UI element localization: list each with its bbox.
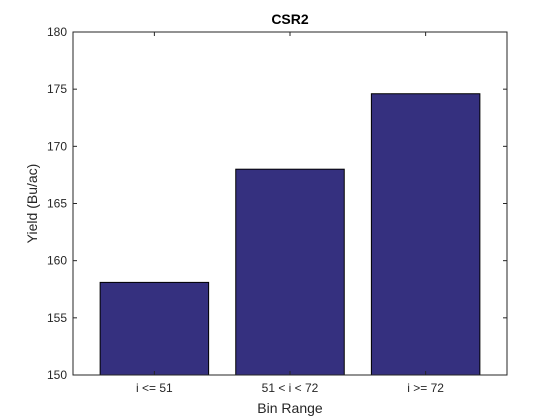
y-axis-ticks: 150 155 160 165 170 175 180	[47, 25, 507, 382]
y-tick-label: 175	[47, 82, 67, 96]
x-axis-label: Bin Range	[257, 400, 323, 416]
y-tick-label: 165	[47, 197, 67, 211]
chart-title: CSR2	[271, 11, 309, 27]
x-tick-label: 51 < i < 72	[262, 381, 319, 395]
bar-1	[99, 281, 210, 376]
y-tick-label: 155	[47, 311, 67, 325]
y-tick-label: 150	[47, 368, 67, 382]
y-tick-label: 180	[47, 25, 67, 39]
y-axis-label: Yield (Bu/ac)	[24, 164, 40, 244]
bar-2	[235, 168, 345, 376]
y-tick-label: 160	[47, 254, 67, 268]
x-tick-label: i >= 72	[407, 381, 444, 395]
bar-3	[370, 93, 481, 376]
x-tick-label: i <= 51	[136, 381, 173, 395]
y-tick-label: 170	[47, 139, 67, 153]
x-axis-ticks: i <= 51 51 < i < 72 i >= 72	[136, 32, 444, 395]
bars-layer	[99, 93, 481, 376]
